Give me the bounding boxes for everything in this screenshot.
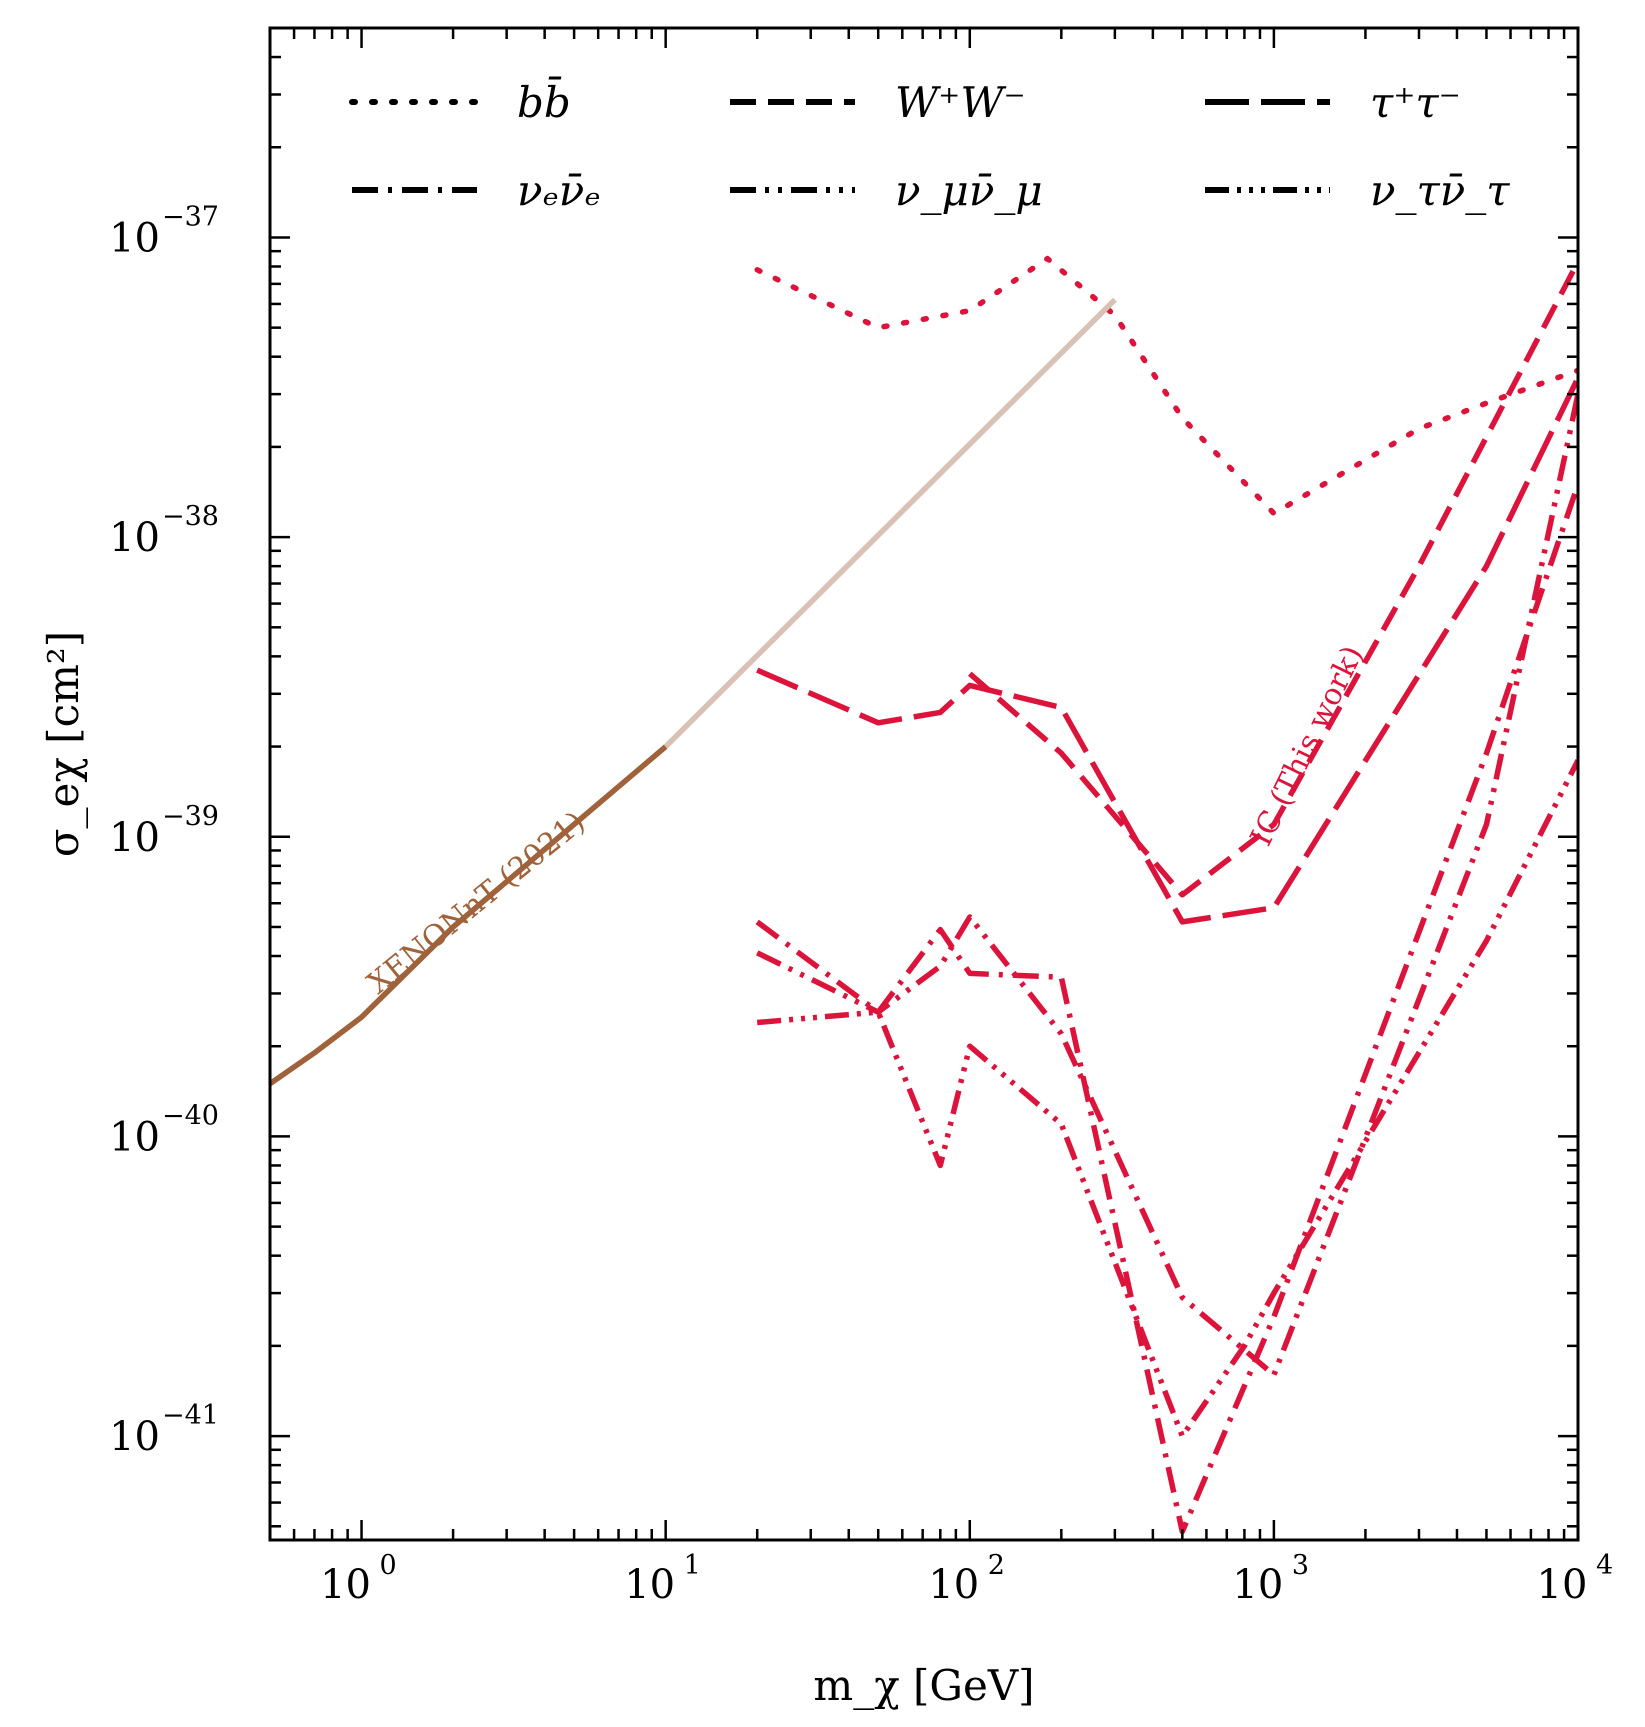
ticks-layer [268,26,1580,1540]
x-axis-title: m_χ [GeV] [813,1661,1034,1710]
y-tick-exp-4: −37 [162,201,219,232]
x-tick-exp-1: 1 [684,1550,701,1581]
y-tick-exp-3: −38 [162,501,219,532]
series-line-6 [270,744,668,1086]
x-tick-label-2: 10 [928,1562,979,1608]
y-tick-label-3: 10 [109,515,160,561]
y-tick-exp-0: −41 [162,1400,219,1431]
x-tick-label-3: 10 [1232,1562,1283,1608]
x-tick-label-1: 10 [624,1562,675,1608]
plot-frame [268,26,1580,1542]
y-tick-label-1: 10 [109,1114,160,1160]
y-tick-exp-2: −39 [162,801,219,832]
y-axis-title: σ_eχ [cm²] [39,631,88,857]
series-line-0 [754,255,1578,517]
series-layer [270,255,1578,1535]
annotation-ic: IC (This work) [1244,640,1371,851]
x-tick-exp-0: 0 [380,1550,397,1581]
x-tick-exp-4: 4 [1596,1550,1613,1581]
legend-label-5: ν_τν̄_τ [1370,166,1510,215]
legend-label-0: bb̄ [517,75,571,127]
annotation-xenonnt: XENONnT (2021) [361,805,592,1001]
y-tick-label-4: 10 [109,215,160,261]
series-line-1 [967,260,1578,898]
legend: bb̄ W⁺W⁻ τ⁺τ⁻ νₑν̄ₑ ν_μν̄_μ ν_τν̄_τ [349,75,1510,215]
x-tick-exp-2: 2 [988,1550,1005,1581]
series-line-5 [756,759,1578,1439]
y-tick-exp-1: −40 [162,1100,219,1131]
legend-label-4: ν_μν̄_μ [895,166,1043,215]
legend-label-3: νₑν̄ₑ [517,166,601,215]
annotations: XENONnT (2021) IC (This work) [361,640,1371,1001]
series-line-2 [756,376,1578,925]
y-tick-label-0: 10 [109,1414,160,1460]
series-line-4 [755,393,1578,1378]
x-tick-label-0: 10 [320,1562,371,1608]
x-tick-label-4: 10 [1537,1562,1588,1608]
series-line-3 [755,483,1578,1535]
y-tick-label-2: 10 [109,815,160,861]
x-tick-exp-3: 3 [1292,1550,1309,1581]
legend-label-2: τ⁺τ⁻ [1370,78,1461,127]
series-line-7 [663,297,1117,749]
legend-label-1: W⁺W⁻ [895,78,1026,127]
